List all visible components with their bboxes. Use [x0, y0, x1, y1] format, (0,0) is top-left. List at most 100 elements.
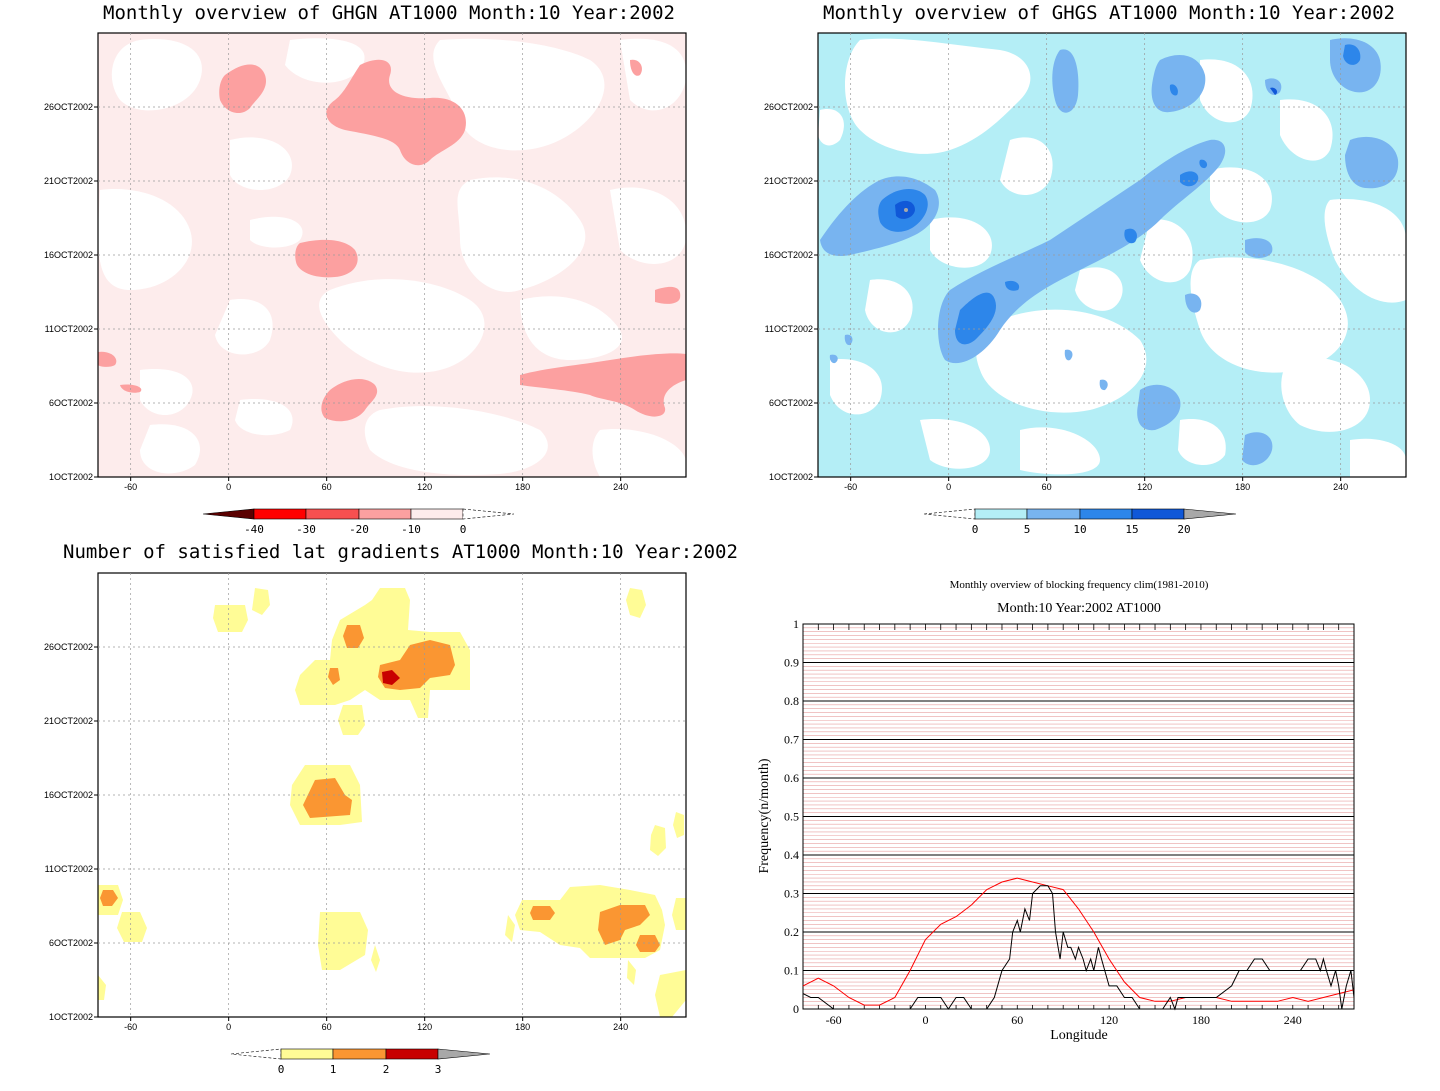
ghgn-cbar-seg: [253, 508, 307, 520]
nsat-ytick-label: 16OCT2002: [44, 790, 93, 800]
nsat-cbar-seg: [332, 1048, 387, 1060]
ghgs-contours: [818, 33, 1406, 477]
nsat-gridlines: [98, 573, 686, 1017]
ghgs-xtick-label: 180: [1235, 482, 1250, 492]
nsat-panel: -60 0 60 120 180 2401OCT20026OCT200211OCT2002…: [44, 572, 687, 1076]
ghgn-xtick-label: 0: [226, 482, 231, 492]
ghgs-cbar-seg: [1183, 508, 1237, 520]
nsat-ytick-label: 1OCT2002: [49, 1012, 93, 1022]
freq-ytick-label: 0.3: [784, 887, 799, 901]
ghgn-ytick-label: 21OCT2002: [44, 176, 93, 186]
nsat-xtick-label: 240: [613, 1022, 628, 1032]
nsat-ytick-label: 26OCT2002: [44, 642, 93, 652]
nsat-ytick-label: 6OCT2002: [49, 938, 93, 948]
ghgs-cbar-label: 15: [1125, 523, 1138, 536]
ghgn-cbar-label: -40: [244, 523, 264, 536]
nsat-cbar-label: 1: [330, 1063, 337, 1076]
ghgs-ytick-label: 11OCT2002: [765, 324, 813, 334]
ghgn-ytick-label: 6OCT2002: [49, 398, 93, 408]
clim-frequency-line: [802, 877, 1355, 1006]
freq-xtick-label: 60: [1011, 1013, 1023, 1027]
ghgn-xtick-label: 120: [417, 482, 432, 492]
nsat-cbar-label: 3: [435, 1063, 442, 1076]
nsat-cbar-seg: [437, 1048, 491, 1060]
ghgs-cbar-seg: [1026, 508, 1081, 520]
ghgn-xtick-label: -60: [124, 482, 137, 492]
nsat-cbar-seg: [385, 1048, 439, 1060]
ghgn-cbar-label: 0: [460, 523, 467, 536]
nsat-cbar-seg: [280, 1048, 334, 1060]
ghgs-cbar-seg: [1131, 508, 1185, 520]
nsat-contours: [98, 573, 686, 1017]
ghgs-ytick-label: 16OCT2002: [764, 250, 813, 260]
ghgn-ytick-label: 16OCT2002: [44, 250, 93, 260]
nsat-xtick-label: 120: [417, 1022, 432, 1032]
ghgn-ytick-label: 1OCT2002: [49, 472, 93, 482]
freq-xtick-label: 240: [1284, 1013, 1302, 1027]
ghgn-cbar-seg: [462, 508, 515, 520]
nsat-colorbar: 0 1 2 3: [230, 1048, 491, 1076]
ghgn-xtick-label: 180: [515, 482, 530, 492]
freq-xtick-label: 120: [1100, 1013, 1118, 1027]
nsat-cbar-label: 0: [278, 1063, 285, 1076]
ghgs-xtick-label: 60: [1042, 482, 1052, 492]
ghgs-xtick-label: -60: [844, 482, 857, 492]
nsat-title: Number of satisfied lat gradients AT1000…: [63, 541, 738, 563]
freq-xlabel: Longitude: [1050, 1028, 1108, 1043]
ghgs-ticks: -60 0 60 120 180 240 1OCT2002 6OCT2002 11OCT2002…: [764, 102, 1348, 492]
freq-ylabel: Frequency(n/month): [757, 758, 772, 873]
ghgs-ytick-label: 1OCT2002: [769, 472, 813, 482]
nsat-xtick-label: 60: [322, 1022, 332, 1032]
nsat-xtick-label: -60: [124, 1022, 137, 1032]
freq-panel: Monthly overview of blocking frequency c…: [757, 579, 1355, 1043]
ghgn-cbar-label: -30: [296, 523, 316, 536]
freq-ytick-label: 0.4: [784, 848, 799, 862]
ghgs-cbar-label: 5: [1024, 523, 1031, 536]
nsat-ticks: -60 0 60 120 180 240 1OCT2002 6OCT2002 11OCT2002…: [44, 642, 628, 1032]
freq-ticks: -60 0 60 120 180 240 0 0.1 0.2 0.3 0.4 0.5 0.6 0.7 0.8…: [784, 617, 1355, 1027]
ghgs-panel: -60 0 60 120 180 240 1OCT2002 6OCT2002 11OCT2002…: [764, 32, 1407, 536]
ghgn-xtick-label: 240: [613, 482, 628, 492]
ghgn-cbar-seg: [358, 508, 412, 520]
ghgn-ticks: -60 0 60 120 180 240 1OCT2002 6OCT2002 11OCT2002…: [44, 102, 628, 492]
ghgn-title: Monthly overview of GHGN AT1000 Month:10…: [103, 2, 675, 24]
ghgn-ytick-label: 11OCT2002: [45, 324, 93, 334]
freq-xtick-label: 180: [1192, 1013, 1210, 1027]
nsat-cbar-seg: [230, 1048, 282, 1060]
nsat-xtick-label: 0: [226, 1022, 231, 1032]
observed-frequency-line: [802, 885, 1355, 1011]
freq-ytick-label: 0.6: [784, 771, 799, 785]
freq-ytick-label: 0.5: [784, 810, 799, 824]
freq-ytick-label: 0.2: [784, 925, 799, 939]
ghgn-cbar-label: -20: [349, 523, 369, 536]
ghgs-xtick-label: 120: [1137, 482, 1152, 492]
ghgn-cbar-label: -10: [401, 523, 421, 536]
ghgs-cbar-label: 20: [1177, 523, 1190, 536]
ghgn-contours: [98, 33, 686, 477]
ghgn-panel: -60 0 60 120 180 240 1OCT2002 6OCT2002 11OCT2002…: [44, 32, 687, 536]
freq-xtick-label: -60: [826, 1013, 842, 1027]
nsat-ytick-label: 11OCT2002: [45, 864, 93, 874]
ghgs-cbar-seg: [974, 508, 1028, 520]
ghgs-cbar-seg: [1079, 508, 1133, 520]
ghgs-cbar-label: 0: [972, 523, 979, 536]
ghgs-colorbar: 0 5 10 15 20: [923, 508, 1237, 536]
freq-ytick-label: 0.9: [784, 656, 799, 670]
nsat-cbar-label: 2: [383, 1063, 390, 1076]
ghgn-xtick-label: 60: [322, 482, 332, 492]
ghgs-cbar-label: 10: [1073, 523, 1086, 536]
ghgn-cbar-seg: [202, 508, 255, 520]
freq-ytick-label: 0.7: [784, 733, 799, 747]
freq-title: Monthly overview of blocking frequency c…: [950, 579, 1209, 591]
ghgs-gridlines: [818, 33, 1406, 477]
freq-subtitle: Month:10 Year:2002 AT1000: [997, 601, 1161, 616]
ghgn-gridlines: [98, 33, 686, 477]
ghgs-ytick-label: 21OCT2002: [764, 176, 813, 186]
freq-lines: [802, 877, 1355, 1011]
ghgs-title: Monthly overview of GHGS AT1000 Month:10…: [823, 2, 1395, 24]
freq-ytick-label: 1: [793, 617, 799, 631]
nsat-xtick-label: 180: [515, 1022, 530, 1032]
ghgn-ytick-label: 26OCT2002: [44, 102, 93, 112]
ghgn-colorbar: -40 -30 -20 -10 0: [202, 508, 515, 536]
